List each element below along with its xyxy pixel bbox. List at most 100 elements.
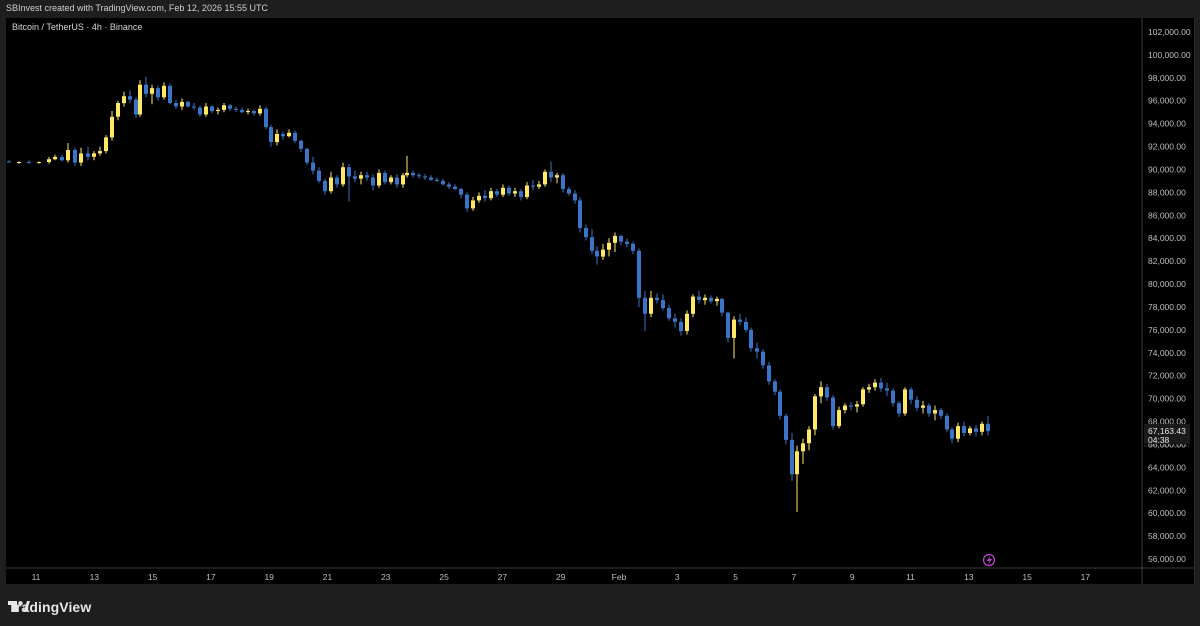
candle: [162, 82, 166, 100]
candle-body: [855, 404, 859, 407]
candle-body: [685, 313, 689, 331]
candle-body: [590, 237, 594, 251]
footer: TradingView: [0, 590, 1200, 626]
x-axis[interactable]: 11 13 15 17 19 21 23 25 27 29 Feb 3 5 7 9 11 13 15 17: [32, 572, 1091, 582]
candle: [305, 147, 309, 165]
candle-body: [939, 410, 943, 416]
candle: [389, 175, 393, 185]
candle: [607, 238, 611, 257]
lightning-icon[interactable]: [982, 553, 996, 567]
candle-body: [383, 172, 387, 183]
candle: [365, 171, 369, 181]
candle: [73, 147, 77, 166]
candle: [329, 171, 333, 194]
candle-body: [715, 298, 719, 302]
candle: [116, 100, 120, 121]
candle: [715, 296, 719, 306]
candle: [950, 427, 954, 444]
candle-body: [513, 191, 517, 194]
candle: [27, 160, 31, 164]
candle: [17, 161, 21, 164]
candle: [507, 185, 511, 196]
candle-body: [697, 296, 701, 300]
candle: [311, 156, 315, 175]
candle: [974, 425, 978, 437]
candle-body: [968, 428, 972, 433]
candle: [258, 105, 262, 116]
y-tick-label: 64,000.00: [1148, 462, 1186, 472]
candle-body: [341, 167, 345, 185]
candle: [561, 172, 565, 193]
candle-body: [7, 161, 11, 163]
x-tick-label: 19: [264, 572, 274, 582]
candle: [790, 433, 794, 482]
candle: [849, 402, 853, 411]
x-tick-label: 13: [90, 572, 100, 582]
candle-body: [186, 101, 190, 107]
candle: [945, 413, 949, 432]
candle-body: [980, 423, 984, 432]
candle-body: [234, 108, 238, 110]
candle: [956, 422, 960, 443]
candle: [7, 160, 11, 163]
candle-body: [317, 170, 321, 181]
candle-body: [703, 297, 707, 301]
y-tick-label: 78,000.00: [1148, 302, 1186, 312]
tradingview-logo[interactable]: TradingView: [8, 599, 91, 615]
candle-body: [435, 179, 439, 181]
candle-body: [732, 319, 736, 338]
candle-body: [720, 298, 724, 313]
candle-body: [359, 175, 363, 179]
candle-body: [86, 153, 90, 157]
candle-body: [933, 410, 937, 414]
candle: [749, 327, 753, 352]
candle: [685, 310, 689, 335]
y-axis[interactable]: 102,000.00 100,000.00 98,000.00 96,000.00 94…: [1148, 27, 1191, 564]
candle: [773, 379, 777, 396]
candle: [879, 378, 883, 392]
candle-body: [116, 103, 120, 117]
candle: [98, 146, 102, 156]
candle-body: [761, 351, 765, 366]
candle-body: [801, 443, 805, 452]
candle: [353, 170, 357, 183]
y-tick-label: 96,000.00: [1148, 96, 1186, 106]
y-tick-label: 102,000.00: [1148, 27, 1191, 37]
candle-body: [37, 162, 41, 163]
candle-body: [619, 235, 623, 242]
candle: [204, 103, 208, 117]
x-tick-label: Feb: [612, 572, 627, 582]
candle-body: [395, 177, 399, 185]
candle: [673, 313, 677, 328]
snapshot-caption: SBInvest created with TradingView.com, F…: [6, 3, 268, 13]
candle: [661, 294, 665, 311]
candle-body: [477, 195, 481, 201]
candle: [138, 80, 142, 117]
candle: [371, 174, 375, 191]
candle-body: [974, 428, 978, 432]
candle: [637, 248, 641, 307]
candle: [667, 304, 671, 321]
candle: [287, 129, 291, 138]
x-tick-label: 29: [556, 572, 566, 582]
x-tick-label: 3: [675, 572, 680, 582]
candle-body: [837, 410, 841, 427]
candle: [584, 224, 588, 241]
y-tick-label: 94,000.00: [1148, 119, 1186, 129]
candle: [92, 151, 96, 161]
candle: [968, 426, 972, 436]
y-tick-label: 74,000.00: [1148, 348, 1186, 358]
candle: [980, 421, 984, 436]
candle-body: [17, 162, 21, 163]
candle-body: [411, 172, 415, 176]
y-tick-label: 90,000.00: [1148, 165, 1186, 175]
candle: [837, 406, 841, 429]
candle-body: [784, 415, 788, 440]
candle-body: [53, 156, 57, 160]
candle: [264, 106, 268, 130]
candle: [453, 184, 457, 191]
candle-body: [691, 296, 695, 314]
candlestick-chart[interactable]: Bitcoin / TetherUS · 4h · Binance 102,00…: [0, 0, 1200, 590]
y-tick-label: 88,000.00: [1148, 187, 1186, 197]
candle: [649, 290, 653, 318]
